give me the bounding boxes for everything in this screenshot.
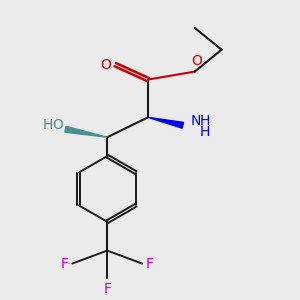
Text: H: H	[42, 118, 53, 132]
Text: F: F	[146, 256, 154, 271]
Text: O: O	[52, 118, 63, 132]
Text: H: H	[200, 125, 210, 139]
Text: N: N	[191, 114, 201, 128]
Text: O: O	[191, 54, 202, 68]
Polygon shape	[65, 126, 107, 137]
Text: H: H	[200, 114, 210, 128]
Text: F: F	[103, 282, 111, 296]
Text: F: F	[61, 256, 68, 271]
Text: O: O	[100, 58, 111, 72]
Polygon shape	[148, 117, 184, 128]
